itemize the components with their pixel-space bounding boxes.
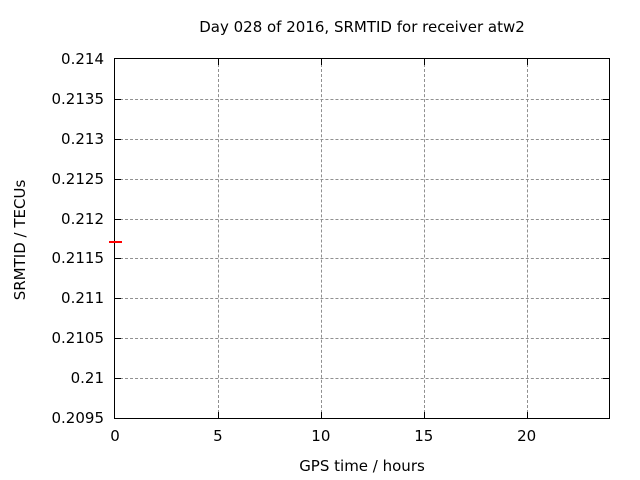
gridline-y	[115, 218, 609, 220]
data-point-marker	[108, 241, 122, 244]
gridline-y	[115, 338, 609, 340]
y-tick-right	[603, 378, 609, 380]
y-tick-right	[603, 98, 609, 100]
chart-title: Day 028 of 2016, SRMTID for receiver atw…	[199, 18, 525, 36]
y-tick-right	[603, 178, 609, 180]
x-tick-bottom	[526, 412, 528, 418]
gridline-x	[320, 59, 322, 418]
y-tick-right	[603, 338, 609, 340]
y-tick-right	[603, 218, 609, 220]
y-tick-right	[603, 298, 609, 300]
x-tick-bottom	[217, 412, 219, 418]
y-tick-label: 0.2135	[51, 89, 105, 108]
y-tick-left	[115, 98, 121, 100]
x-axis-label: GPS time / hours	[299, 457, 425, 475]
x-tick-top	[526, 59, 528, 65]
y-tick-label: 0.213	[61, 129, 104, 148]
y-tick-left	[115, 138, 121, 140]
x-tick-top	[320, 59, 322, 65]
y-tick-label: 0.2125	[51, 169, 105, 188]
x-tick-top	[217, 59, 219, 65]
x-tick-top	[423, 59, 425, 65]
gridline-y	[115, 258, 609, 260]
gridline-y	[115, 98, 609, 100]
y-tick-left	[115, 218, 121, 220]
x-tick-bottom	[423, 412, 425, 418]
x-tick-label: 20	[517, 427, 537, 445]
y-tick-right	[603, 258, 609, 260]
gridline-y	[115, 378, 609, 380]
y-tick-left	[115, 378, 121, 380]
y-tick-label: 0.2115	[51, 249, 105, 268]
y-tick-right	[603, 138, 609, 140]
y-tick-label: 0.2095	[51, 409, 105, 427]
plot-area	[108, 58, 610, 419]
x-tick-label: 0	[110, 427, 120, 445]
gridline-x	[526, 59, 528, 418]
y-tick-label: 0.2105	[51, 329, 105, 348]
x-tick-label: 5	[213, 427, 223, 445]
gridline-y	[115, 138, 609, 140]
x-tick-label: 10	[311, 427, 331, 445]
y-tick-left	[115, 258, 121, 260]
y-tick-left	[115, 178, 121, 180]
y-tick-label: 0.214	[61, 50, 104, 68]
y-tick-label: 0.211	[61, 289, 104, 308]
y-tick-left	[115, 338, 121, 340]
y-axis-label: SRMTID / TECUs	[11, 179, 29, 301]
x-tick-bottom	[320, 412, 322, 418]
y-tick-left	[115, 298, 121, 300]
gridline-x	[423, 59, 425, 418]
gridline-y	[115, 298, 609, 300]
gridline-x	[217, 59, 219, 418]
y-tick-label: 0.21	[70, 369, 104, 388]
y-tick-label: 0.212	[61, 209, 104, 228]
gridline-y	[115, 178, 609, 180]
x-tick-label: 15	[414, 427, 434, 445]
